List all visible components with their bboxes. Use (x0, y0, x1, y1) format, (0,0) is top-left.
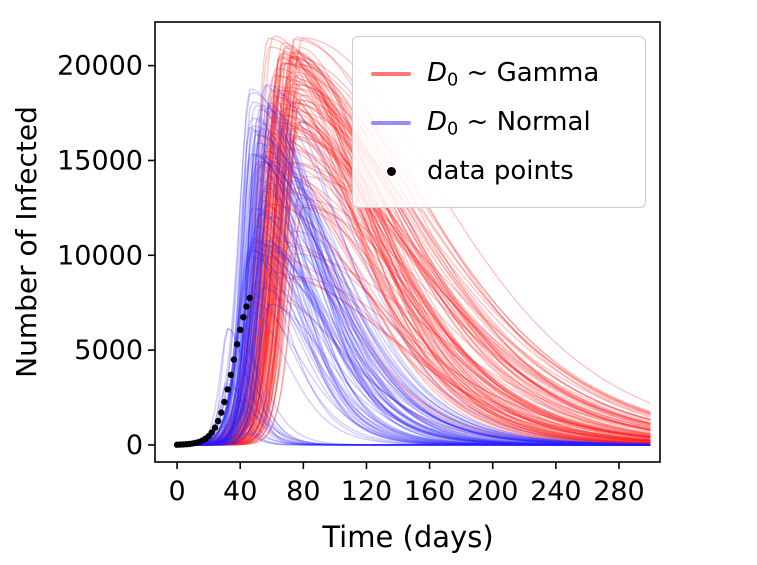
y-axis-label: Number of Infected (10, 106, 43, 378)
legend-item-gamma: D0 ~ Gamma (371, 58, 627, 90)
svg-text:5000: 5000 (74, 335, 143, 366)
legend-item-data-points: data points (371, 156, 627, 186)
svg-text:15000: 15000 (57, 145, 143, 176)
svg-text:240: 240 (530, 476, 582, 507)
legend-label-gamma: D0 ~ Gamma (427, 57, 600, 90)
svg-text:10000: 10000 (57, 240, 143, 271)
svg-text:20000: 20000 (57, 51, 143, 82)
axes: 0 40 80 120 160 200 240 280 0 5000 10000 15000 20000 (57, 21, 661, 507)
curve-ensembles (177, 35, 651, 446)
legend: D0 ~ Gamma D0 ~ Normal data points (352, 36, 646, 208)
svg-text:0: 0 (126, 430, 143, 461)
x-axis-label: Time (days) (321, 520, 493, 554)
black-dot-swatch (371, 166, 411, 176)
svg-text:200: 200 (467, 476, 519, 507)
svg-text:120: 120 (341, 476, 393, 507)
svg-text:0: 0 (169, 476, 186, 507)
blue-line-swatch (371, 121, 411, 126)
data-points (173, 294, 253, 448)
svg-text:160: 160 (404, 476, 456, 507)
red-line-swatch (371, 71, 411, 76)
legend-item-normal: D0 ~ Normal (371, 107, 627, 139)
legend-label-data-points: data points (427, 156, 574, 187)
legend-label-normal: D0 ~ Normal (427, 107, 591, 140)
svg-text:80: 80 (286, 476, 320, 507)
svg-text:280: 280 (593, 476, 645, 507)
svg-text:40: 40 (223, 476, 257, 507)
